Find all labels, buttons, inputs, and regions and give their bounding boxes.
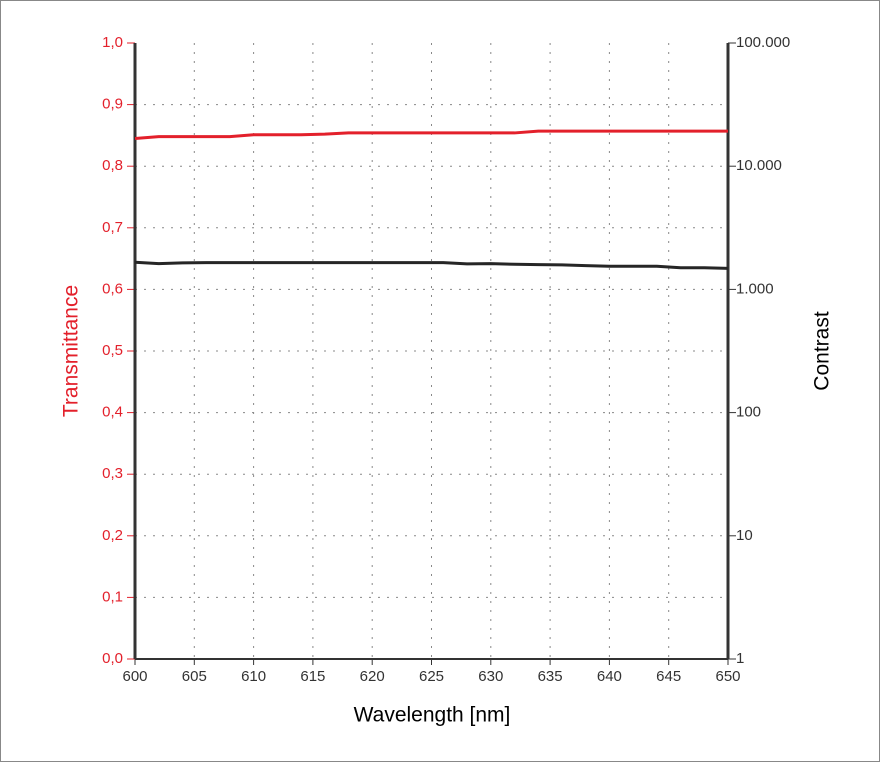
- y2-tick-label: 1: [736, 650, 744, 667]
- x-tick-label: 615: [300, 668, 325, 685]
- y2-tick-label: 1.000: [736, 280, 774, 297]
- x-tick-label: 645: [656, 668, 681, 685]
- y-tick-label: 1,0: [102, 34, 123, 51]
- x-tick-label: 630: [478, 668, 503, 685]
- x-tick-label: 625: [419, 668, 444, 685]
- x-tick-label: 640: [597, 668, 622, 685]
- y-tick-label: 0,5: [102, 342, 123, 359]
- y-axis-label: Transmittance: [60, 285, 83, 417]
- y2-tick-label: 10.000: [736, 157, 782, 174]
- x-axis-label: Wavelength [nm]: [354, 704, 511, 727]
- y-tick-label: 0,3: [102, 465, 123, 482]
- x-tick-label: 600: [122, 668, 147, 685]
- x-tick-label: 650: [715, 668, 740, 685]
- y-tick-label: 0,0: [102, 650, 123, 667]
- x-tick-label: 635: [538, 668, 563, 685]
- y2-tick-label: 100: [736, 404, 761, 421]
- y2-tick-label: 100.000: [736, 34, 790, 51]
- x-tick-label: 605: [182, 668, 207, 685]
- x-tick-label: 620: [360, 668, 385, 685]
- series-line: [134, 129, 728, 140]
- y-tick-label: 0,1: [102, 588, 123, 605]
- y2-axis-label: Contrast: [811, 311, 834, 391]
- series-line: [134, 260, 729, 270]
- y-tick-label: 0,8: [102, 157, 123, 174]
- y-tick-label: 0,7: [102, 219, 123, 236]
- y-tick-label: 0,2: [102, 527, 123, 544]
- y-tick-label: 0,4: [102, 404, 123, 421]
- x-tick-label: 610: [241, 668, 266, 685]
- y-tick-label: 0,6: [102, 280, 123, 297]
- y2-tick-label: 10: [736, 527, 753, 544]
- y-tick-label: 0,9: [102, 96, 123, 113]
